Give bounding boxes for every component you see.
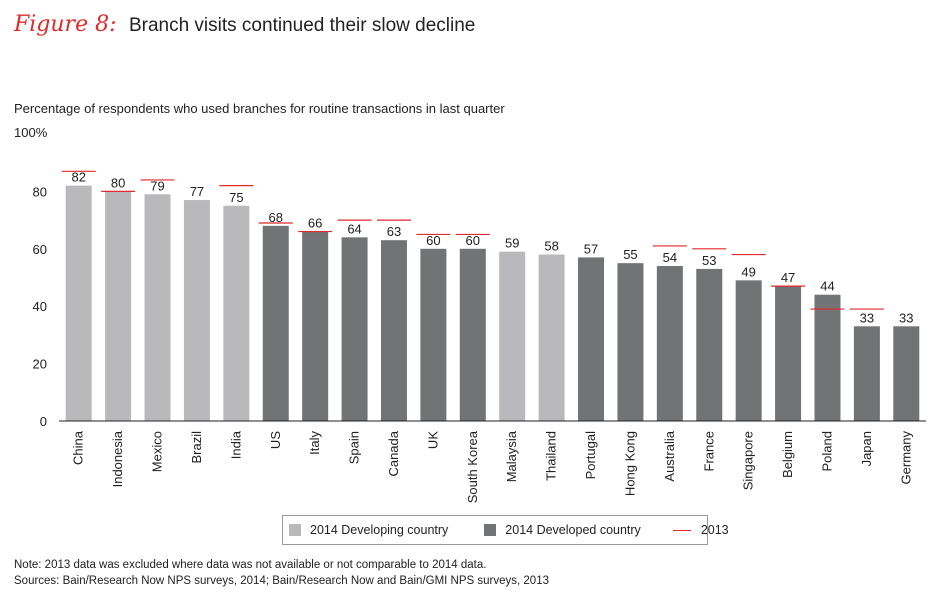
x-tick-label: China xyxy=(71,430,86,465)
bar xyxy=(853,326,880,421)
x-tick-label: UK xyxy=(425,431,440,449)
footnote-sources: Sources: Bain/Research Now NPS surveys, … xyxy=(14,575,549,587)
data-label: 79 xyxy=(150,178,164,193)
data-label: 80 xyxy=(111,175,125,190)
bar xyxy=(65,185,92,421)
legend-item-developed: 2014 Developed country xyxy=(484,523,641,537)
data-label: 54 xyxy=(663,250,677,265)
data-label: 60 xyxy=(466,233,480,248)
data-label: 33 xyxy=(860,310,874,325)
x-tick-label: Canada xyxy=(386,430,401,476)
legend-label-developing: 2014 Developing country xyxy=(310,523,449,537)
x-tick-label: US xyxy=(268,431,283,449)
x-tick-label: South Korea xyxy=(465,430,480,503)
y-axis-ticks: 0 20 40 60 80 xyxy=(33,184,47,429)
data-label: 57 xyxy=(584,241,598,256)
figure-header: Figure 8: Branch visits continued their … xyxy=(14,12,475,37)
legend-item-2013: 2013 xyxy=(672,523,729,537)
data-label: 66 xyxy=(308,216,322,231)
chart-title: Branch visits continued their slow decli… xyxy=(128,15,476,36)
chart-legend: 2014 Developing country 2014 Developed c… xyxy=(282,515,729,545)
bar xyxy=(341,237,368,421)
bar xyxy=(459,248,486,421)
x-tick-label: Thailand xyxy=(544,431,559,481)
legend-swatch-developed xyxy=(484,524,497,536)
x-tick-label: Italy xyxy=(307,431,322,455)
legend-item-developing: 2014 Developing country xyxy=(289,523,448,537)
x-tick-label: Belgium xyxy=(780,431,795,478)
x-tick-label: Germany xyxy=(898,431,913,485)
data-labels-group: 82 80 79 77 75 68 66 64 63 60 60 59 58 57 55 54 53 49 47 44… xyxy=(71,170,913,326)
x-tick-label: Mexico xyxy=(150,431,165,472)
bar xyxy=(380,240,407,421)
x-tick-label: Japan xyxy=(859,431,874,466)
legend-swatch-developing xyxy=(289,524,301,536)
x-tick-label: India xyxy=(228,430,243,459)
data-label: 49 xyxy=(741,264,755,279)
bar xyxy=(775,286,802,421)
data-label: 82 xyxy=(71,170,85,185)
bar xyxy=(735,280,762,421)
legend-line-2013 xyxy=(672,529,691,531)
bar xyxy=(105,191,132,421)
bar xyxy=(538,254,565,421)
x-tick-label: Portugal xyxy=(583,431,598,480)
data-label: 64 xyxy=(347,221,361,236)
data-label: 75 xyxy=(229,190,243,205)
x-tick-label: Malaysia xyxy=(504,430,519,482)
x-tick-label: Australia xyxy=(662,430,677,481)
bar xyxy=(499,251,526,421)
x-tick-label: France xyxy=(701,431,716,471)
bar xyxy=(656,266,683,421)
x-tick-label: Spain xyxy=(347,431,362,464)
figure-label: Figure 8: xyxy=(14,12,117,37)
data-label: 33 xyxy=(899,310,913,325)
bar xyxy=(893,326,920,421)
markers-2013-group xyxy=(61,170,884,310)
bar xyxy=(578,257,605,421)
y-tick-label: 20 xyxy=(33,357,47,372)
bars-group xyxy=(65,185,920,421)
bar xyxy=(420,248,447,421)
y-tick-label: 80 xyxy=(33,184,47,199)
data-label: 60 xyxy=(426,233,440,248)
bar xyxy=(617,263,644,421)
chart-subtitle: Percentage of respondents who used branc… xyxy=(14,101,505,116)
bar xyxy=(144,194,171,421)
legend-label-2013: 2013 xyxy=(700,523,729,537)
bar xyxy=(814,294,841,421)
y-tick-label: 0 xyxy=(40,414,47,429)
data-label: 53 xyxy=(702,253,716,268)
data-label: 47 xyxy=(781,270,795,285)
data-label: 44 xyxy=(820,279,834,294)
bar xyxy=(262,225,289,421)
bar xyxy=(696,268,723,421)
y-tick-label: 60 xyxy=(33,242,47,257)
data-label: 55 xyxy=(623,247,637,262)
x-axis-labels: China Indonesia Mexico Brazil India US Italy Sp… xyxy=(71,430,914,503)
x-tick-label: Poland xyxy=(819,431,834,471)
bar xyxy=(223,205,250,421)
y-axis-max-label: 100% xyxy=(14,125,48,140)
legend-label-developed: 2014 Developed country xyxy=(505,523,641,537)
bar xyxy=(302,231,329,421)
data-label: 77 xyxy=(190,184,204,199)
data-label: 68 xyxy=(269,210,283,225)
y-tick-label: 40 xyxy=(33,299,47,314)
data-label: 63 xyxy=(387,224,401,239)
x-tick-label: Hong Kong xyxy=(622,431,637,496)
data-label: 58 xyxy=(544,239,558,254)
x-tick-label: Brazil xyxy=(189,431,204,464)
bar xyxy=(183,200,210,421)
footnote-note: Note: 2013 data was excluded where data … xyxy=(14,559,487,571)
data-label: 59 xyxy=(505,236,519,251)
x-tick-label: Singapore xyxy=(741,431,756,490)
footnotes: Note: 2013 data was excluded where data … xyxy=(14,557,549,589)
x-tick-label: Indonesia xyxy=(110,430,125,487)
